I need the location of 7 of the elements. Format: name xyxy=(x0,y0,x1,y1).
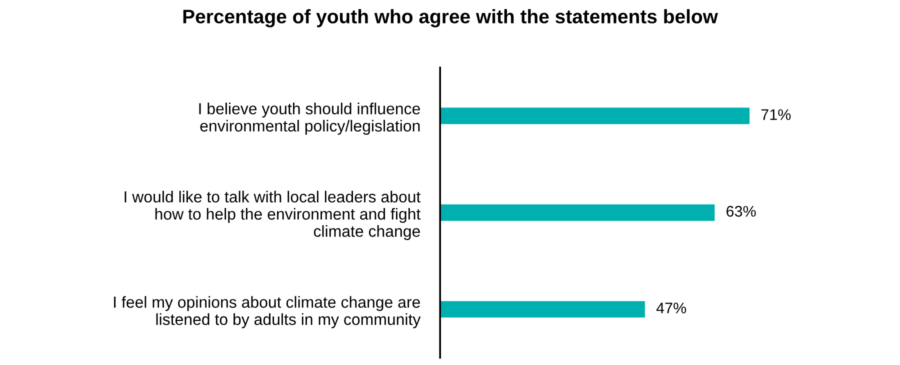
data-label: 71% xyxy=(761,109,791,120)
data-label: 63% xyxy=(726,206,756,217)
data-label: 47% xyxy=(656,302,686,314)
chart-title: Percentage of youth who agree with the statements below xyxy=(183,9,718,28)
y-tick-label: I would like to talk with local leaders about how to help the environment and fight climate change xyxy=(124,190,421,240)
y-tick-label: I believe youth should influence environmental policy/legislation xyxy=(199,102,420,135)
y-tick-label: I feel my opinions about climate change are listened to by adults in my community xyxy=(114,296,421,328)
